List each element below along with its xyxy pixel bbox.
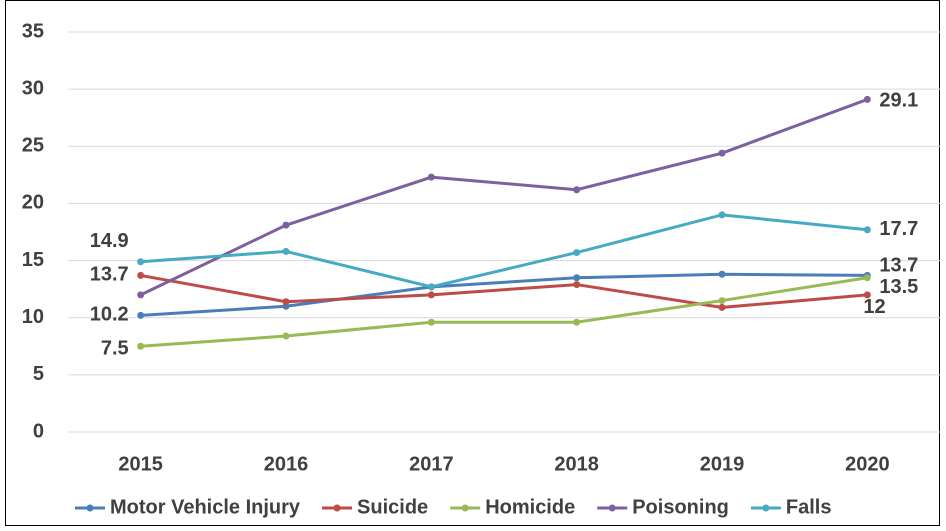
- data-point: [573, 249, 581, 257]
- x-tick-label: 2015: [118, 453, 163, 475]
- legend-label: Poisoning: [632, 496, 729, 518]
- series-line: [140, 213, 868, 289]
- data-point: [137, 291, 145, 299]
- data-point: [427, 318, 435, 326]
- data-label: 10.2: [90, 304, 129, 326]
- data-point: [863, 291, 871, 299]
- data-point: [573, 281, 581, 289]
- legend-label: Suicide: [357, 496, 428, 518]
- data-point: [427, 291, 435, 299]
- data-point: [282, 298, 290, 306]
- x-tick-label: 2016: [264, 453, 309, 475]
- x-tick-label: 2019: [700, 453, 745, 475]
- legend-swatch-dot: [608, 504, 616, 512]
- data-point: [137, 258, 145, 266]
- legend-label: Falls: [786, 496, 832, 518]
- data-point: [718, 149, 726, 157]
- data-label: 13.5: [879, 276, 918, 298]
- y-tick-label: 5: [33, 363, 44, 385]
- y-tick-label: 30: [22, 77, 44, 99]
- data-point: [718, 270, 726, 278]
- data-label: 12: [863, 296, 885, 318]
- data-point: [282, 247, 290, 255]
- data-label: 13.7: [879, 255, 918, 277]
- data-label: 13.7: [90, 264, 129, 286]
- legend-swatch-dot: [333, 504, 341, 512]
- y-tick-label: 0: [33, 420, 44, 442]
- series-line: [140, 272, 868, 317]
- series-line: [140, 273, 868, 309]
- x-tick-label: 2020: [845, 453, 890, 475]
- data-label: 29.1: [879, 90, 918, 112]
- data-point: [573, 274, 581, 282]
- y-tick-label: 25: [22, 135, 44, 157]
- y-tick-label: 15: [22, 249, 44, 271]
- data-point: [718, 297, 726, 305]
- data-point: [137, 271, 145, 279]
- legend-swatch-dot: [762, 504, 770, 512]
- data-point: [137, 342, 145, 350]
- legend-label: Motor Vehicle Injury: [110, 496, 301, 518]
- data-point: [718, 303, 726, 311]
- legend-label: Homicide: [485, 496, 575, 518]
- legend-swatch-dot: [461, 504, 469, 512]
- y-tick-label: 20: [22, 192, 44, 214]
- legend-swatch-dot: [86, 504, 94, 512]
- data-point: [863, 274, 871, 282]
- y-tick-label: 35: [22, 20, 44, 42]
- data-point: [863, 226, 871, 234]
- data-point: [282, 332, 290, 340]
- data-label: 17.7: [879, 218, 918, 240]
- chart-frame: [5, 0, 940, 526]
- data-point: [573, 318, 581, 326]
- data-point: [137, 311, 145, 319]
- data-label: 7.5: [101, 338, 129, 360]
- data-point: [427, 283, 435, 291]
- data-point: [427, 173, 435, 181]
- series-line: [140, 98, 868, 297]
- series-line: [140, 276, 868, 348]
- x-tick-label: 2018: [554, 453, 599, 475]
- data-point: [718, 211, 726, 219]
- data-point: [863, 95, 871, 103]
- x-tick-label: 2017: [409, 453, 454, 475]
- data-label: 14.9: [90, 230, 129, 252]
- y-tick-label: 10: [22, 306, 44, 328]
- data-point: [573, 186, 581, 194]
- data-point: [282, 221, 290, 229]
